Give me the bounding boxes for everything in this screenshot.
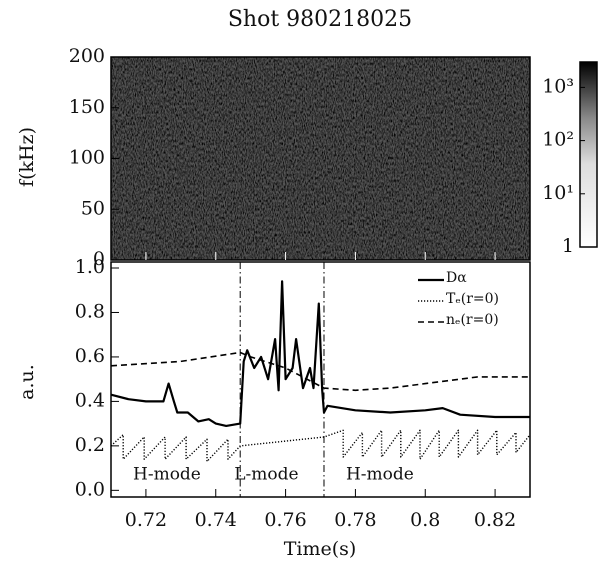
colorbar-tick-label: 1 [562, 235, 574, 257]
x-tick-label: 0.78 [334, 509, 376, 531]
mode-label: H-mode [133, 465, 201, 485]
y-tick-label: 0.2 [75, 434, 105, 456]
series-line [110, 429, 531, 463]
y-axis-label: f(kHz) [16, 127, 38, 187]
y-tick-label: 0.4 [75, 389, 105, 411]
x-axis-label: Time(s) [284, 538, 357, 560]
y-tick-label: 150 [69, 96, 105, 118]
y-tick-label: 0 [93, 248, 105, 270]
y-axis-label: a.u. [16, 364, 38, 400]
colorbar [579, 61, 598, 248]
y-tick-label: 0.6 [75, 345, 105, 367]
colorbar-tick-label: 10² [542, 129, 574, 151]
mode-label: L-mode [234, 465, 298, 485]
colorbar-tick-label: 10¹ [542, 182, 574, 204]
mode-label: H-mode [346, 465, 414, 485]
legend-label: nₑ(r=0) [446, 312, 499, 328]
y-tick-label: 0.8 [75, 300, 105, 322]
y-tick-label: 0.0 [75, 478, 105, 500]
x-tick-label: 0.72 [125, 509, 167, 531]
plot-frame [110, 261, 531, 498]
legend-label: Tₑ(r=0) [446, 291, 499, 307]
series-line [110, 280, 530, 427]
x-tick-label: 0.8 [410, 509, 440, 531]
chart-title: Shot 980218025 [228, 7, 412, 32]
spectrogram-texture [111, 57, 530, 260]
x-tick-label: 0.74 [195, 509, 237, 531]
y-tick-label: 100 [69, 147, 105, 169]
series-line [110, 351, 530, 392]
colorbar-tick-label: 10³ [542, 75, 574, 97]
x-tick-label: 0.76 [264, 509, 306, 531]
y-tick-label: 200 [69, 45, 105, 67]
y-tick-label: 50 [81, 197, 105, 219]
legend-label: Dα [446, 270, 467, 286]
x-tick-label: 0.82 [474, 509, 516, 531]
y-tick-label: 1.0 [75, 256, 105, 278]
